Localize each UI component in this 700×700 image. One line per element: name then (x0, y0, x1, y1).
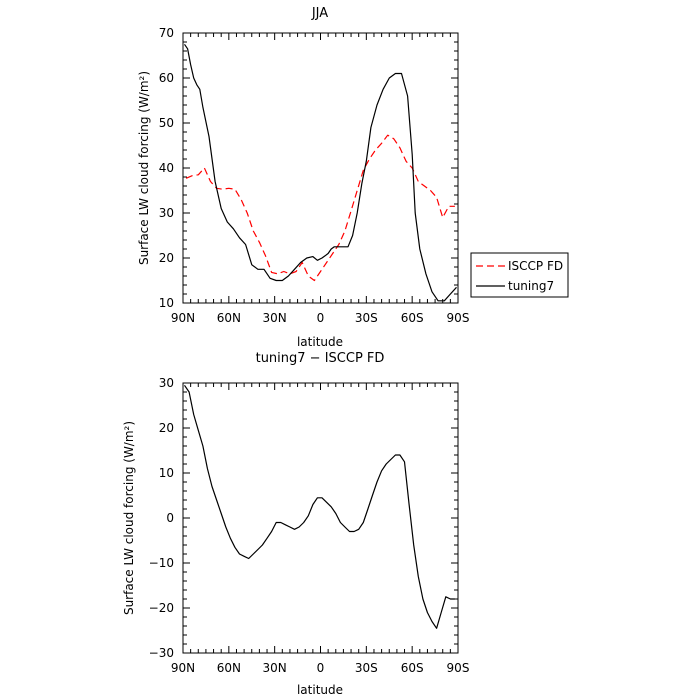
top-panel-xlabel: latitude (297, 335, 343, 349)
top-plot-area: 90N 60N 30N 0 30S 60S 90S 10 20 30 40 50 60 70 (159, 26, 470, 325)
top-series-tuning7 (184, 43, 457, 302)
top-y-tick-label: 50 (159, 116, 174, 130)
bottom-y-tick-label: 0 (166, 511, 174, 525)
bottom-x-tick-label: 30N (263, 661, 287, 675)
bottom-plot-frame (182, 382, 459, 654)
bottom-x-tick-label: 60S (401, 661, 424, 675)
legend-box (470, 252, 569, 298)
top-series-isccp-fd (185, 134, 455, 282)
top-x-tick-label: 90N (171, 311, 195, 325)
bottom-panel: tuning7 − ISCCP FD 90N 60N 30N 0 30S 60S 90S −3… (122, 351, 469, 697)
bottom-plot-area: 90N 60N 30N 0 30S 60S 90S −30 −20 −10 0 10 20 30 (149, 376, 470, 675)
top-y-tick-label: 60 (159, 71, 174, 85)
top-x-tick-label: 60S (401, 311, 424, 325)
top-x-tick-label: 30N (263, 311, 287, 325)
bottom-x-tick-label: 0 (317, 661, 325, 675)
bottom-y-tick-label: −10 (149, 556, 174, 570)
legend: ISCCP FD tuning7 (470, 252, 569, 298)
bottom-x-tick-label: 90S (447, 661, 470, 675)
top-plot-frame (182, 32, 459, 304)
top-x-tick-label: 30S (355, 311, 378, 325)
bottom-x-tick-label: 90N (171, 661, 195, 675)
top-x-tick-label: 60N (217, 311, 241, 325)
top-panel-title: JJA (311, 6, 328, 21)
bottom-panel-xlabel: latitude (297, 683, 343, 697)
bottom-y-tick-label: 20 (159, 421, 174, 435)
bottom-x-tick-label: 30S (355, 661, 378, 675)
bottom-panel-ylabel: Surface LW cloud forcing (W/m²) (122, 421, 136, 615)
legend-label-isccp: ISCCP FD (508, 259, 563, 273)
top-y-tick-label: 40 (159, 161, 174, 175)
bottom-series-tuning7 (184, 384, 455, 629)
bottom-panel-title: tuning7 − ISCCP FD (256, 351, 385, 366)
top-panel: JJA 90N 60N 30N 0 30S 60S 90S 10 20 30 40 50 60 70 la… (137, 6, 569, 349)
bottom-y-tick-label: 10 (159, 466, 174, 480)
top-y-tick-label: 30 (159, 206, 174, 220)
top-y-tick-label: 20 (159, 251, 174, 265)
bottom-x-tick-label: 60N (217, 661, 241, 675)
bottom-y-tick-label: 30 (159, 376, 174, 390)
bottom-y-tick-label: −20 (149, 601, 174, 615)
top-y-tick-label: 10 (159, 296, 174, 310)
bottom-y-tick-label: −30 (149, 646, 174, 660)
legend-label-tuning7: tuning7 (508, 279, 554, 293)
top-x-tick-label: 0 (317, 311, 325, 325)
top-y-tick-label: 70 (159, 26, 174, 40)
top-panel-ylabel: Surface LW cloud forcing (W/m²) (137, 71, 151, 265)
top-x-tick-label: 90S (447, 311, 470, 325)
